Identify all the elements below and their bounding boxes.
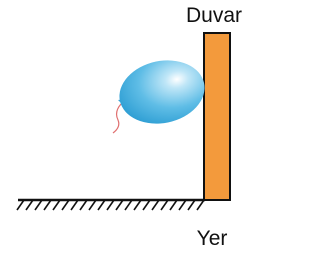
ground-label: Yer (197, 227, 228, 250)
page: {"labels": {"wall": "Duvar", "ground": "… (0, 0, 260, 253)
wall (204, 33, 230, 200)
diagram: Duvar Yer (0, 0, 260, 253)
ground (17, 200, 205, 210)
wall-label: Duvar (186, 4, 242, 27)
balloon (113, 53, 211, 133)
